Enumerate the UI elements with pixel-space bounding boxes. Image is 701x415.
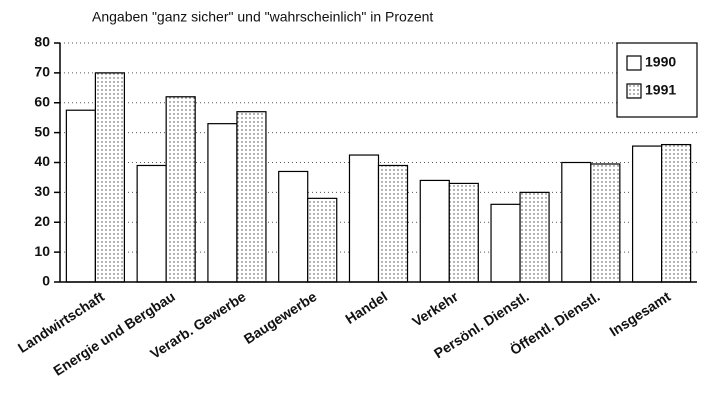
x-tick-label: Verkehr <box>409 288 461 330</box>
chart-title: Angaben "ganz sicher" und "wahrscheinlic… <box>92 9 433 25</box>
bar <box>631 145 663 283</box>
y-tick-label: 50 <box>34 123 50 139</box>
x-tick-label: Insgesamt <box>606 288 673 339</box>
y-tick-label: 70 <box>34 64 50 80</box>
y-tick-label: 60 <box>34 93 50 109</box>
bar <box>519 191 550 283</box>
x-tick-label: Energie und Bergbau <box>50 288 177 379</box>
legend-label: 1991 <box>645 82 676 98</box>
y-tick-label: 40 <box>34 153 50 169</box>
bar <box>590 163 621 283</box>
bar <box>661 143 692 283</box>
legend-box <box>616 42 698 118</box>
bar <box>278 170 309 283</box>
bar <box>136 164 167 283</box>
bar <box>419 179 450 283</box>
x-tick-label: Handel <box>342 288 390 327</box>
x-tick-label: Baugewerbe <box>241 288 320 347</box>
bar <box>94 72 126 283</box>
bar <box>207 123 238 283</box>
bar <box>377 164 409 283</box>
y-tick-label: 20 <box>34 213 50 229</box>
bar <box>65 109 96 283</box>
y-tick-label: 80 <box>34 34 50 50</box>
y-tick-label: 0 <box>42 273 50 289</box>
y-tick-label: 10 <box>34 243 50 259</box>
legend-label: 1990 <box>645 54 676 70</box>
bar <box>307 197 338 283</box>
bar <box>490 203 521 283</box>
bar <box>448 182 479 283</box>
bar <box>236 111 267 283</box>
bar <box>348 154 380 283</box>
legend-swatch <box>626 83 642 99</box>
bar <box>165 96 196 283</box>
legend-swatch <box>626 55 642 71</box>
bar <box>561 161 592 283</box>
y-tick-label: 30 <box>34 183 50 199</box>
